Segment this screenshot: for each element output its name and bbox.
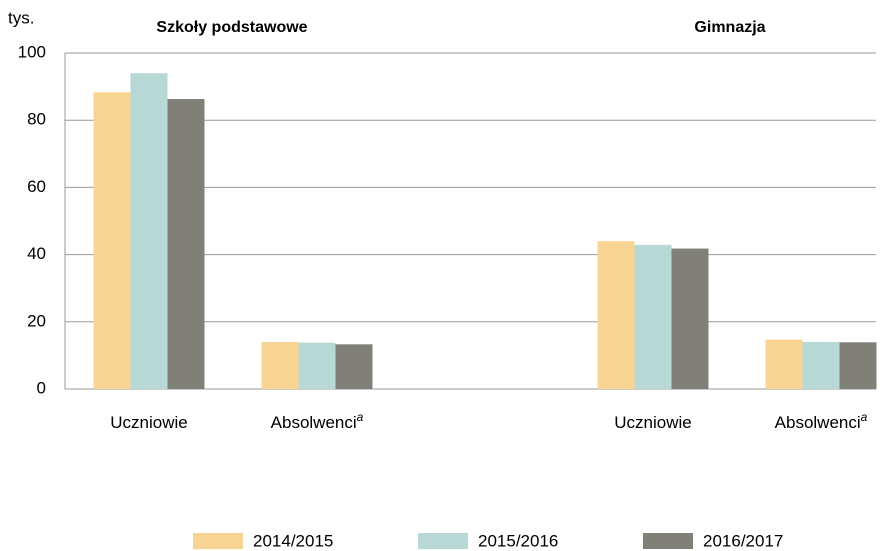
legend-swatch bbox=[193, 533, 243, 549]
bar bbox=[597, 241, 635, 389]
y-tick-label: 20 bbox=[27, 311, 46, 330]
footnote-mark: a bbox=[861, 410, 868, 424]
footnote-mark: a bbox=[357, 410, 364, 424]
category-name: Absolwenci bbox=[271, 413, 357, 432]
x-tick-label: Absolwencia bbox=[775, 410, 868, 432]
bar bbox=[634, 244, 672, 389]
bar bbox=[839, 342, 877, 389]
category-name: Uczniowie bbox=[110, 413, 187, 432]
y-tick-label: 60 bbox=[27, 177, 46, 196]
bar bbox=[93, 92, 131, 389]
panel-title: Gimnazja bbox=[694, 19, 765, 36]
panel-title: Szkoły podstawowe bbox=[156, 19, 307, 36]
legend-label: 2015/2016 bbox=[478, 531, 558, 550]
bar bbox=[261, 341, 299, 389]
category-name: Uczniowie bbox=[614, 413, 691, 432]
bar bbox=[671, 248, 709, 389]
x-tick-label: Uczniowie bbox=[110, 413, 187, 432]
legend-swatch bbox=[643, 533, 693, 549]
bar bbox=[298, 342, 336, 389]
y-tick-label: 40 bbox=[27, 244, 46, 263]
bar bbox=[130, 73, 168, 389]
x-tick-label: Uczniowie bbox=[614, 413, 691, 432]
category-name: Absolwenci bbox=[775, 413, 861, 432]
legend-label: 2014/2015 bbox=[253, 531, 333, 550]
unit-label: tys. bbox=[8, 8, 34, 27]
y-tick-label: 0 bbox=[37, 378, 46, 397]
bar bbox=[335, 344, 373, 389]
bar bbox=[802, 341, 840, 389]
bar bbox=[765, 339, 803, 389]
bar bbox=[167, 99, 205, 390]
legend-swatch bbox=[418, 533, 468, 549]
x-tick-label: Absolwencia bbox=[271, 410, 364, 432]
y-tick-label: 100 bbox=[18, 42, 46, 61]
legend-label: 2016/2017 bbox=[703, 531, 783, 550]
y-tick-label: 80 bbox=[27, 110, 46, 129]
